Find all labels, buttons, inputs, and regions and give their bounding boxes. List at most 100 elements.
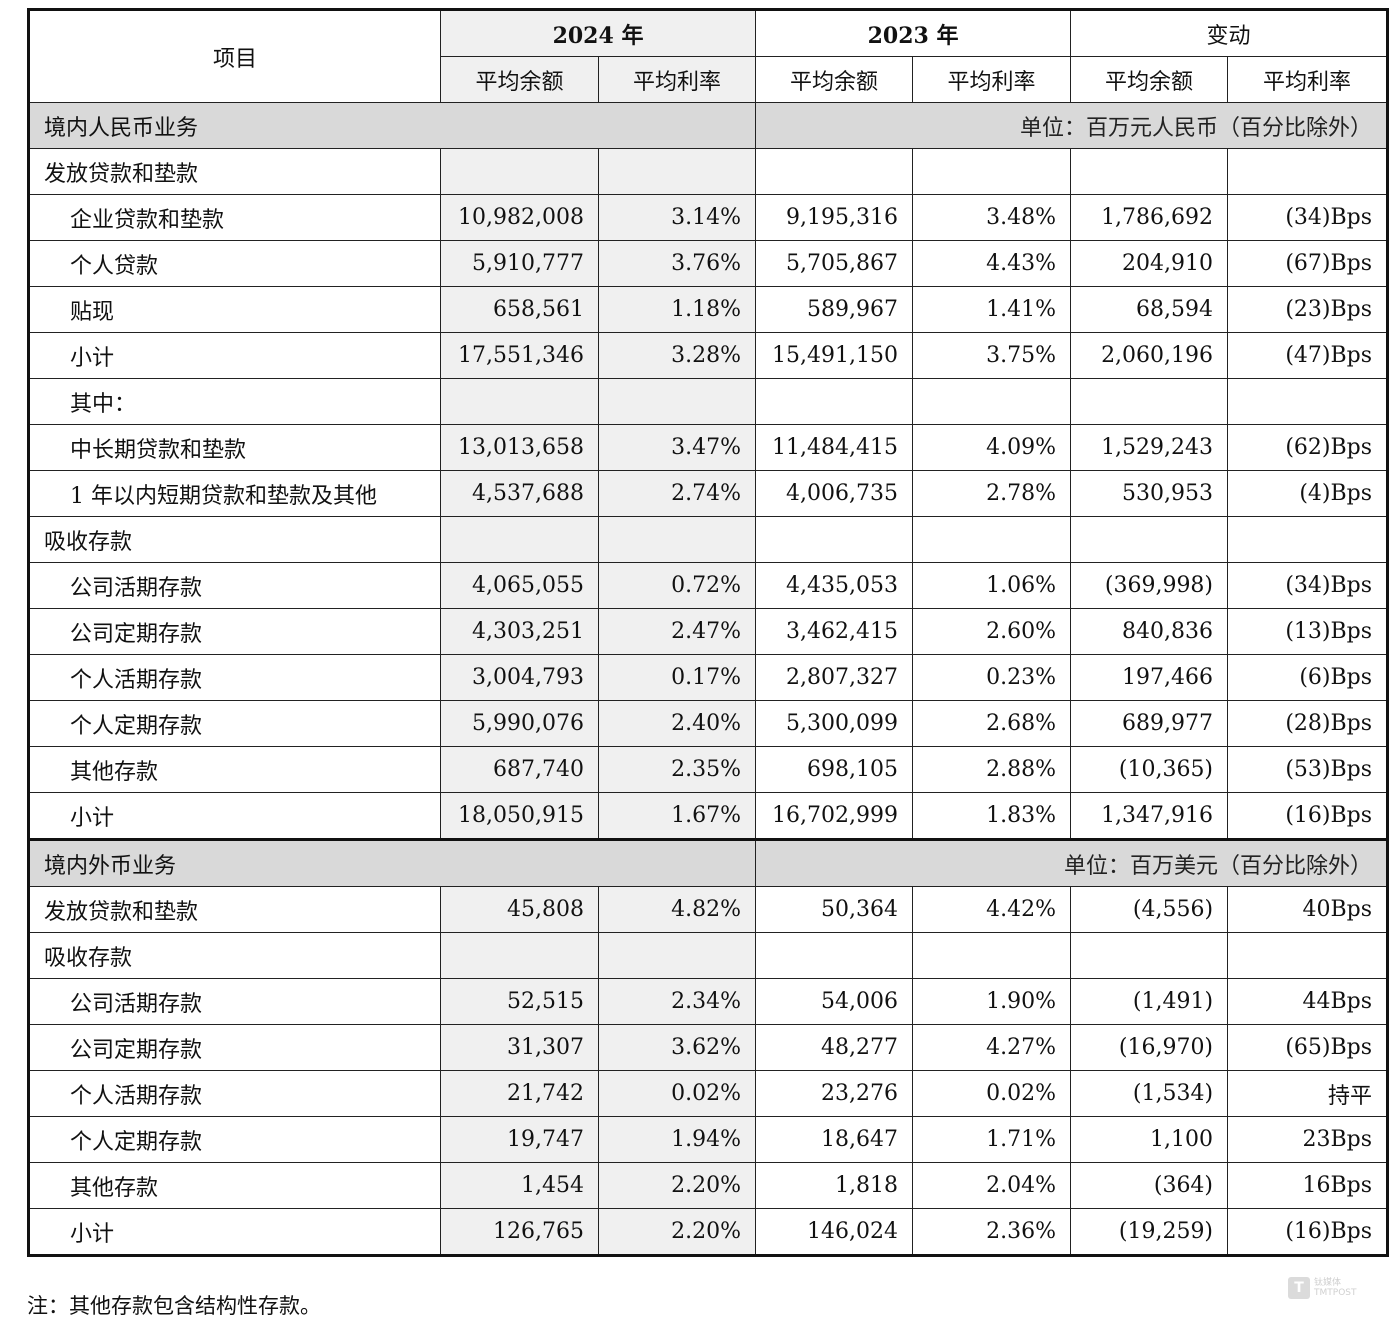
watermark-text-line1: 钛媒体 bbox=[1314, 1278, 1342, 1288]
cell-avg-balance-2024: 45,808 bbox=[440, 886, 599, 933]
cell-avg-balance-2024: 5,910,777 bbox=[440, 240, 599, 287]
header-avg-balance-2023: 平均余额 bbox=[755, 56, 914, 103]
cell-avg-rate-2024: 3.62% bbox=[597, 1024, 757, 1071]
watermark-logo: T 钛媒体 TMTPOST bbox=[1288, 1273, 1368, 1303]
cell-avg-rate-2024 bbox=[597, 378, 757, 425]
cell-avg-rate-2024: 0.02% bbox=[597, 1070, 757, 1117]
row-label: 小计 bbox=[28, 332, 441, 379]
cell-avg-balance-change: 1,100 bbox=[1070, 1116, 1229, 1163]
cell-avg-balance-change: (369,998) bbox=[1070, 562, 1229, 609]
table-row: 个人活期存款 21,742 0.02% 23,276 0.02% (1,534) 持平 bbox=[28, 1070, 1389, 1117]
cell-avg-balance-change: 197,466 bbox=[1070, 654, 1229, 701]
cell-avg-balance-2023: 5,705,867 bbox=[755, 240, 914, 287]
table-row: 发放贷款和垫款 45,808 4.82% 50,364 4.42% (4,556) 40Bp… bbox=[28, 886, 1389, 933]
cell-avg-rate-2024 bbox=[597, 932, 757, 979]
section-row-fx: 境内外币业务 单位：百万美元（百分比除外） bbox=[27, 838, 1389, 887]
table-row: 贴现 658,561 1.18% 589,967 1.41% 68,594 (23)Bps bbox=[28, 286, 1389, 333]
cell-avg-rate-2024: 2.34% bbox=[597, 978, 757, 1025]
cell-avg-rate-2023: 0.02% bbox=[912, 1070, 1072, 1117]
cell-avg-rate-2024: 3.47% bbox=[597, 424, 757, 471]
cell-avg-rate-2024: 2.47% bbox=[597, 608, 757, 655]
cell-avg-balance-change bbox=[1070, 378, 1229, 425]
cell-avg-rate-change: (34)Bps bbox=[1227, 562, 1389, 609]
cell-avg-rate-change: 40Bps bbox=[1227, 886, 1389, 933]
cell-avg-balance-change: (10,365) bbox=[1070, 746, 1229, 793]
cell-avg-rate-change: (13)Bps bbox=[1227, 608, 1389, 655]
cell-avg-rate-2023 bbox=[912, 516, 1072, 563]
header-avg-balance-change: 平均余额 bbox=[1070, 56, 1229, 103]
row-label: 个人定期存款 bbox=[28, 700, 441, 747]
cell-avg-balance-2024: 126,765 bbox=[440, 1208, 599, 1256]
cell-avg-balance-2023: 3,462,415 bbox=[755, 608, 914, 655]
table-row: 吸收存款 bbox=[28, 516, 1389, 563]
cell-avg-balance-change bbox=[1070, 148, 1229, 195]
cell-avg-balance-2024: 4,303,251 bbox=[440, 608, 599, 655]
cell-avg-balance-2023: 18,647 bbox=[755, 1116, 914, 1163]
header-avg-balance-2024: 平均余额 bbox=[440, 56, 599, 103]
cell-avg-balance-change: 1,529,243 bbox=[1070, 424, 1229, 471]
header-item: 项目 bbox=[28, 9, 441, 103]
cell-avg-balance-2024: 4,065,055 bbox=[440, 562, 599, 609]
cell-avg-rate-2024: 1.18% bbox=[597, 286, 757, 333]
section-unit: 单位：百万美元（百分比除外） bbox=[755, 838, 1389, 887]
row-label: 中长期贷款和垫款 bbox=[28, 424, 441, 471]
table-row: 发放贷款和垫款 bbox=[28, 148, 1389, 195]
cell-avg-balance-2024: 3,004,793 bbox=[440, 654, 599, 701]
table-row: 企业贷款和垫款 10,982,008 3.14% 9,195,316 3.48% 1,78… bbox=[28, 194, 1389, 241]
section-title: 境内人民币业务 bbox=[27, 102, 757, 149]
row-label: 小计 bbox=[28, 792, 441, 840]
cell-avg-rate-2023: 1.90% bbox=[912, 978, 1072, 1025]
section-unit: 单位：百万元人民币（百分比除外） bbox=[755, 102, 1389, 149]
table-row: 小计 126,765 2.20% 146,024 2.36% (19,259) (16)Bp… bbox=[28, 1208, 1389, 1256]
cell-avg-balance-2024: 31,307 bbox=[440, 1024, 599, 1071]
financial-table: 项目 2024 年 2023 年 变动 平均余额 平均利率 平均余额 平均利率 … bbox=[27, 8, 1390, 1257]
cell-avg-balance-2023: 146,024 bbox=[755, 1208, 914, 1256]
cell-avg-rate-2023 bbox=[912, 148, 1072, 195]
cell-avg-rate-2024: 3.28% bbox=[597, 332, 757, 379]
cell-avg-rate-2023: 2.04% bbox=[912, 1162, 1072, 1209]
cell-avg-balance-change: 68,594 bbox=[1070, 286, 1229, 333]
row-label: 发放贷款和垫款 bbox=[28, 148, 441, 195]
watermark-text-line2: TMTPOST bbox=[1314, 1288, 1357, 1298]
cell-avg-balance-change: 2,060,196 bbox=[1070, 332, 1229, 379]
section-rmb-body: 境内人民币业务 单位：百万元人民币（百分比除外） 发放贷款和垫款 企业贷款和垫款 1… bbox=[27, 102, 1389, 840]
cell-avg-balance-change: (1,534) bbox=[1070, 1070, 1229, 1117]
cell-avg-rate-2024: 2.74% bbox=[597, 470, 757, 517]
header-avg-rate-2024: 平均利率 bbox=[597, 56, 757, 103]
cell-avg-balance-2024: 18,050,915 bbox=[440, 792, 599, 840]
cell-avg-balance-change: 204,910 bbox=[1070, 240, 1229, 287]
row-label: 其他存款 bbox=[28, 746, 441, 793]
cell-avg-balance-2023: 589,967 bbox=[755, 286, 914, 333]
cell-avg-rate-change: (23)Bps bbox=[1227, 286, 1389, 333]
cell-avg-rate-change: 23Bps bbox=[1227, 1116, 1389, 1163]
section-fx-body: 境内外币业务 单位：百万美元（百分比除外） 发放贷款和垫款 45,808 4.82%… bbox=[27, 838, 1389, 1256]
table-row: 小计 18,050,915 1.67% 16,702,999 1.83% 1,347,91… bbox=[28, 792, 1389, 840]
cell-avg-balance-2023: 1,818 bbox=[755, 1162, 914, 1209]
cell-avg-rate-2023: 3.48% bbox=[912, 194, 1072, 241]
row-label: 其他存款 bbox=[28, 1162, 441, 1209]
cell-avg-balance-2023: 54,006 bbox=[755, 978, 914, 1025]
table-row: 公司定期存款 31,307 3.62% 48,277 4.27% (16,970) (65)… bbox=[28, 1024, 1389, 1071]
cell-avg-balance-2024: 1,454 bbox=[440, 1162, 599, 1209]
cell-avg-balance-2023: 698,105 bbox=[755, 746, 914, 793]
cell-avg-balance-2024: 658,561 bbox=[440, 286, 599, 333]
row-label: 发放贷款和垫款 bbox=[28, 886, 441, 933]
table-row: 小计 17,551,346 3.28% 15,491,150 3.75% 2,060,19… bbox=[28, 332, 1389, 379]
cell-avg-rate-2023: 2.88% bbox=[912, 746, 1072, 793]
row-label: 个人贷款 bbox=[28, 240, 441, 287]
cell-avg-rate-change: (62)Bps bbox=[1227, 424, 1389, 471]
table-row: 公司定期存款 4,303,251 2.47% 3,462,415 2.60% 840,83… bbox=[28, 608, 1389, 655]
cell-avg-rate-change: (6)Bps bbox=[1227, 654, 1389, 701]
cell-avg-rate-2023 bbox=[912, 932, 1072, 979]
cell-avg-rate-2024: 2.20% bbox=[597, 1208, 757, 1256]
cell-avg-rate-change: 持平 bbox=[1227, 1070, 1389, 1117]
cell-avg-rate-2023: 2.60% bbox=[912, 608, 1072, 655]
cell-avg-rate-change: (47)Bps bbox=[1227, 332, 1389, 379]
table-row: 吸收存款 bbox=[28, 932, 1389, 979]
cell-avg-balance-2024: 687,740 bbox=[440, 746, 599, 793]
cell-avg-rate-2024: 0.72% bbox=[597, 562, 757, 609]
cell-avg-rate-2023: 4.27% bbox=[912, 1024, 1072, 1071]
cell-avg-rate-change: (67)Bps bbox=[1227, 240, 1389, 287]
cell-avg-rate-2024: 3.76% bbox=[597, 240, 757, 287]
cell-avg-balance-2023 bbox=[755, 932, 914, 979]
